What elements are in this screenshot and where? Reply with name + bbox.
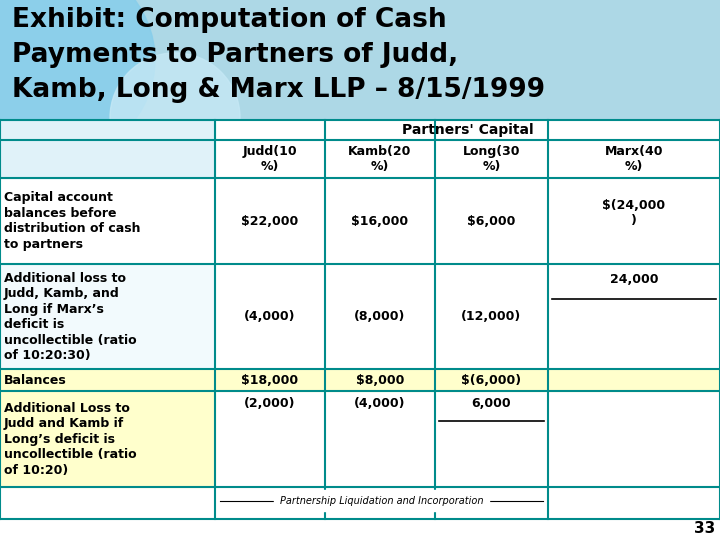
Text: Marx(40
%): Marx(40 %) <box>605 145 663 173</box>
Circle shape <box>0 0 155 160</box>
Bar <box>0 369 720 391</box>
Text: Capital account
balances before
distribution of cash
to partners: Capital account balances before distribu… <box>4 191 140 251</box>
Text: (8,000): (8,000) <box>354 310 405 323</box>
Text: Long(30
%): Long(30 %) <box>463 145 521 173</box>
Bar <box>0 391 215 487</box>
Bar <box>0 120 720 519</box>
Text: (4,000): (4,000) <box>244 310 296 323</box>
Text: Kamb, Long & Marx LLP – 8/15/1999: Kamb, Long & Marx LLP – 8/15/1999 <box>12 77 545 103</box>
Text: $16,000: $16,000 <box>351 214 408 227</box>
Text: Partners' Capital: Partners' Capital <box>402 123 534 137</box>
Text: 6,000: 6,000 <box>472 397 511 410</box>
Text: $6,000: $6,000 <box>467 214 516 227</box>
Text: 24,000: 24,000 <box>610 273 658 286</box>
Text: Exhibit: Computation of Cash: Exhibit: Computation of Cash <box>12 7 446 33</box>
Bar <box>0 265 215 369</box>
Text: $18,000: $18,000 <box>241 374 299 387</box>
Text: Payments to Partners of Judd,: Payments to Partners of Judd, <box>12 42 458 68</box>
Text: 33: 33 <box>694 521 715 536</box>
Text: (4,000): (4,000) <box>354 397 406 410</box>
Text: $(6,000): $(6,000) <box>462 374 521 387</box>
Text: Kamb(20
%): Kamb(20 %) <box>348 145 412 173</box>
Text: Judd(10
%): Judd(10 %) <box>243 145 297 173</box>
Text: Additional loss to
Judd, Kamb, and
Long if Marx’s
deficit is
uncollectible (rati: Additional loss to Judd, Kamb, and Long … <box>4 272 137 362</box>
Bar <box>0 120 215 178</box>
Text: Partnership Liquidation and Incorporation: Partnership Liquidation and Incorporatio… <box>280 496 483 506</box>
Circle shape <box>110 53 240 183</box>
Text: $8,000: $8,000 <box>356 374 404 387</box>
Text: $(24,000
): $(24,000 ) <box>603 199 665 227</box>
Text: (2,000): (2,000) <box>244 397 296 410</box>
Text: Balances: Balances <box>4 374 67 387</box>
Text: (12,000): (12,000) <box>462 310 521 323</box>
Text: $22,000: $22,000 <box>241 214 299 227</box>
Bar <box>0 0 720 120</box>
Text: Additional Loss to
Judd and Kamb if
Long’s deficit is
uncollectible (ratio
of 10: Additional Loss to Judd and Kamb if Long… <box>4 402 137 477</box>
